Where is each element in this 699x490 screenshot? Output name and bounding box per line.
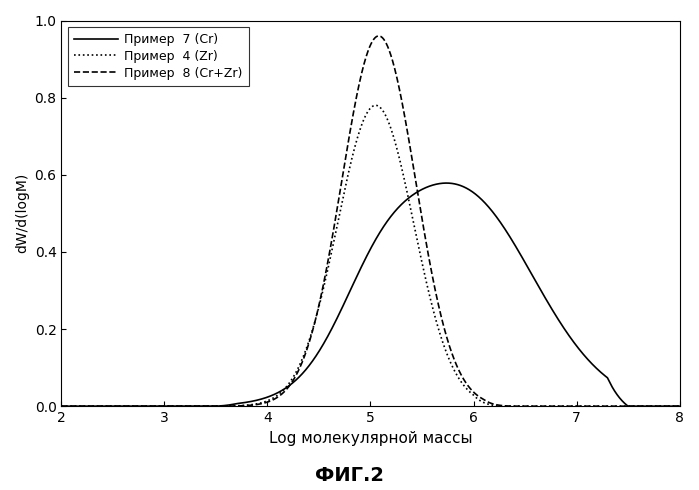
Пример  8 (Cr+Zr) — [321, 272, 329, 278]
Пример  8 (Cr+Zr) — [663, 403, 672, 409]
Legend: Пример  7 (Cr), Пример  4 (Zr), Пример  8 (Cr+Zr): Пример 7 (Cr), Пример 4 (Zr), Пример 8 (… — [68, 27, 249, 86]
Пример  4 (Zr) — [663, 403, 672, 409]
Пример  8 (Cr+Zr) — [57, 403, 66, 409]
Пример  4 (Zr) — [164, 403, 173, 409]
Line: Пример  7 (Cr): Пример 7 (Cr) — [62, 183, 679, 406]
Y-axis label: dW/d(logM): dW/d(logM) — [15, 173, 29, 253]
Пример  7 (Cr) — [294, 375, 303, 381]
Пример  8 (Cr+Zr) — [375, 33, 383, 39]
Text: ФИГ.2: ФИГ.2 — [315, 466, 384, 485]
X-axis label: Log молекулярной массы: Log молекулярной массы — [268, 431, 473, 445]
Пример  4 (Zr) — [597, 403, 605, 409]
Пример  4 (Zr) — [57, 403, 66, 409]
Пример  8 (Cr+Zr) — [128, 403, 136, 409]
Line: Пример  4 (Zr): Пример 4 (Zr) — [62, 105, 679, 406]
Пример  8 (Cr+Zr) — [164, 403, 173, 409]
Line: Пример  8 (Cr+Zr): Пример 8 (Cr+Zr) — [62, 36, 679, 406]
Пример  7 (Cr) — [663, 403, 672, 409]
Пример  7 (Cr) — [164, 403, 173, 409]
Пример  7 (Cr) — [321, 338, 329, 344]
Пример  7 (Cr) — [597, 369, 605, 375]
Пример  7 (Cr) — [128, 403, 136, 409]
Пример  7 (Cr) — [57, 403, 66, 409]
Пример  4 (Zr) — [128, 403, 136, 409]
Пример  4 (Zr) — [371, 102, 380, 108]
Пример  8 (Cr+Zr) — [675, 403, 684, 409]
Пример  8 (Cr+Zr) — [294, 368, 303, 373]
Пример  8 (Cr+Zr) — [597, 403, 605, 409]
Пример  7 (Cr) — [442, 180, 451, 186]
Пример  4 (Zr) — [294, 365, 303, 370]
Пример  4 (Zr) — [321, 278, 329, 284]
Пример  7 (Cr) — [675, 403, 684, 409]
Пример  4 (Zr) — [675, 403, 684, 409]
